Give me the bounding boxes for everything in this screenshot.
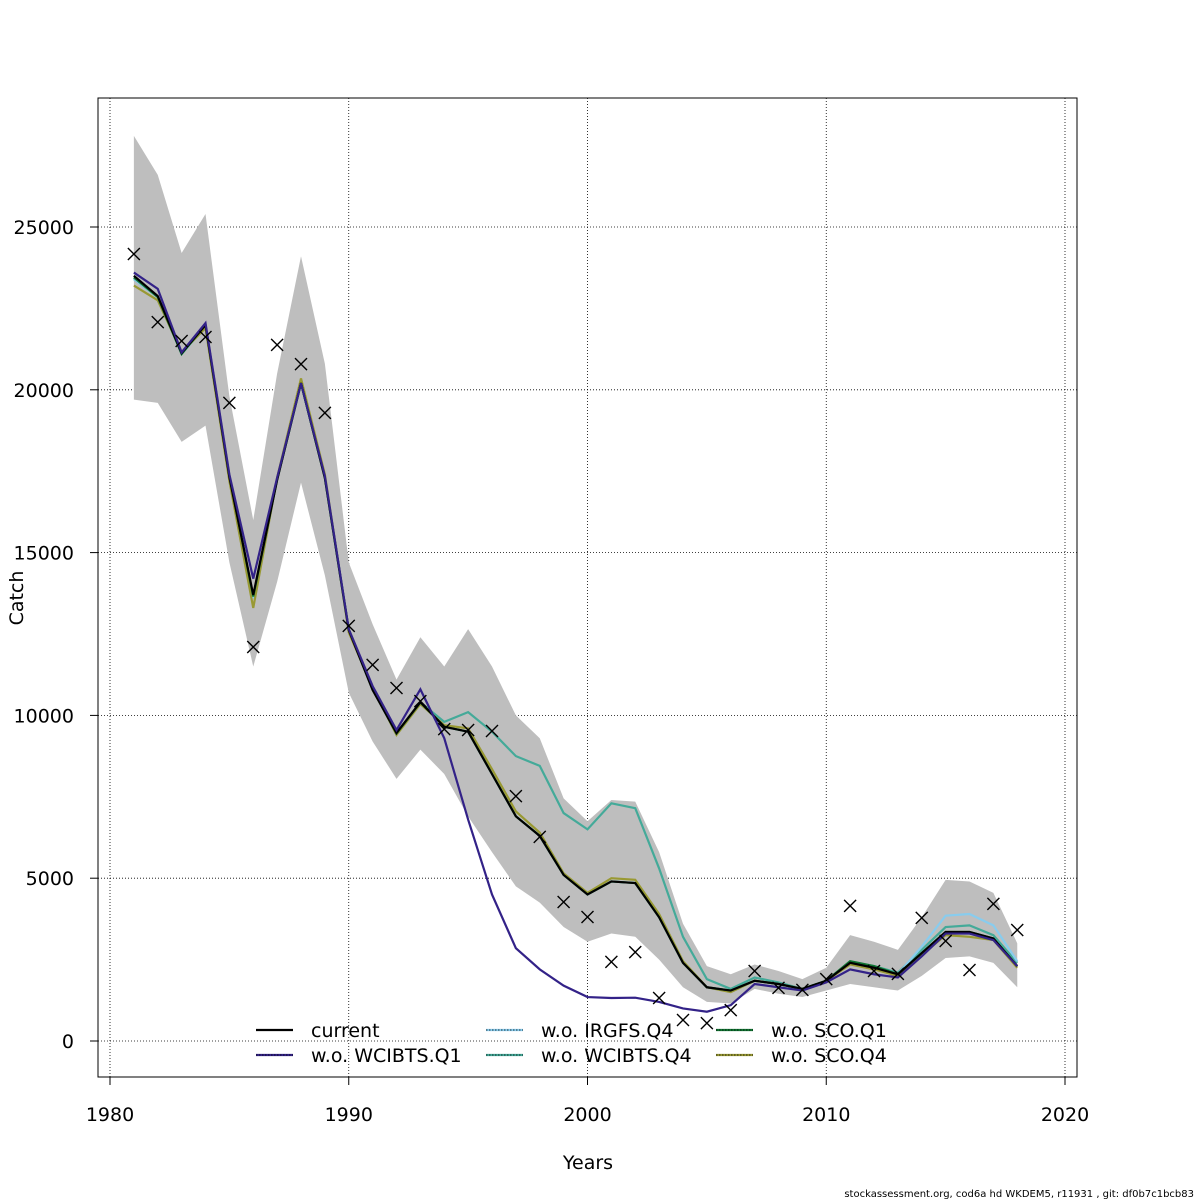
footer-text: stockassessment.org, cod6a hd WKDEM5, r1… [844,1189,1194,1200]
x-axis: 1980 1990 2000 2010 2020 [86,1077,1089,1126]
x-axis-label: Years [562,1152,613,1174]
observed-point [628,945,642,959]
y-tick-label: 15000 [14,543,74,565]
x-tick-label: 2000 [563,1104,611,1126]
observed-point [270,338,284,352]
observed-point [700,1016,714,1030]
observed-point [413,694,427,708]
observed-point [843,899,857,913]
observed-point [891,967,905,981]
observed-point [509,789,523,803]
legend-label: w.o. SCO.Q4 [771,1045,887,1067]
legend-label: current [311,1020,380,1042]
y-axis: 0 5000 10000 15000 20000 25000 [14,217,98,1053]
observed-point [151,315,165,329]
observed-points [127,247,1024,1030]
observed-point [318,406,332,420]
observed-point [676,1013,690,1027]
y-tick-label: 0 [62,1031,74,1053]
y-tick-label: 5000 [26,868,74,890]
series-line-w-o-wcibts-q1 [133,271,1019,1013]
y-tick-label: 10000 [14,705,74,727]
observed-point [748,964,762,978]
observed-point [366,658,380,672]
observed-point [652,991,666,1005]
observed-point [461,723,475,737]
observed-point [1010,923,1024,937]
legend-label: w.o. IRGFS.Q4 [541,1020,673,1042]
observed-point [294,357,308,371]
observed-point [604,955,618,969]
observed-point [724,1003,738,1017]
observed-point [175,334,189,348]
observed-point [819,972,833,986]
observed-point [246,640,260,654]
observed-point [986,897,1000,911]
y-tick-label: 20000 [14,380,74,402]
x-tick-label: 2020 [1041,1104,1089,1126]
observed-point [963,963,976,977]
observed-point [342,619,356,633]
legend: current w.o. WCIBTS.Q1 w.o. IRGFS.Q4 w.o. W… [256,1020,887,1067]
observed-point [127,247,141,261]
observed-point [867,964,881,978]
y-axis-label: Catch [6,571,28,626]
observed-point [485,724,499,738]
x-tick-label: 2010 [802,1104,850,1126]
observed-point [222,396,236,410]
legend-label: w.o. SCO.Q1 [771,1020,887,1042]
legend-label: w.o. WCIBTS.Q1 [311,1045,462,1067]
legend-label: w.o. WCIBTS.Q4 [541,1045,692,1067]
observed-point [581,910,594,924]
observed-point [939,934,953,948]
series-line-current [133,275,1019,992]
observed-point [772,981,785,995]
observed-point [390,681,403,695]
x-tick-label: 1980 [86,1104,134,1126]
observed-point [915,911,929,925]
confidence-band-area [133,135,1018,1004]
confidence-band [133,135,1018,1004]
observed-point [437,722,451,736]
observed-point [795,983,809,997]
observed-point [557,895,571,909]
x-tick-label: 1990 [325,1104,373,1126]
observed-point [533,830,547,844]
observed-point [199,330,212,344]
y-tick-label: 25000 [14,217,74,239]
